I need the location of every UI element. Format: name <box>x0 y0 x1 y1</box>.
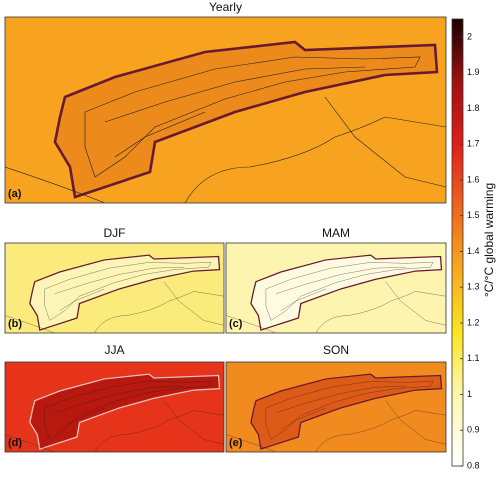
colorbar-tick-label: 1.4 <box>467 246 480 256</box>
panel-label: (e) <box>229 437 243 449</box>
colorbar-tick-label: 0.8 <box>467 460 480 470</box>
map-panel <box>5 243 224 333</box>
colorbar-tick-label: 2 <box>467 31 472 41</box>
map-panel <box>226 362 446 452</box>
map-panel <box>5 362 224 452</box>
colorbar-tick-label: 1.5 <box>467 210 480 220</box>
colorbar-tick-label: 1.9 <box>467 67 480 77</box>
colorbar-tick-label: 1.7 <box>467 139 480 149</box>
panel-title: DJF <box>104 226 126 240</box>
colorbar-tick-label: 1.3 <box>467 282 480 292</box>
panel-title: SON <box>323 343 349 357</box>
panel-title: Yearly <box>209 0 242 14</box>
panel-frame <box>225 361 447 453</box>
panel-frame <box>4 16 447 204</box>
panel-label: (d) <box>8 437 22 449</box>
panel-title: MAM <box>322 226 350 240</box>
colorbar-tick-label: 1.2 <box>467 317 480 327</box>
panel-frame <box>4 361 225 453</box>
panel-label: (c) <box>229 318 243 330</box>
colorbar-tick-label: 1.8 <box>467 103 480 113</box>
colorbar-tick-label: 0.9 <box>467 425 480 435</box>
colorbar-tick-label: 1.1 <box>467 353 480 363</box>
colorbar <box>451 18 464 467</box>
colorbar-tick-label: 1.6 <box>467 174 480 184</box>
colorbar-tick-label: 1 <box>467 389 472 399</box>
colorbar-label: °C/°C global warming <box>482 183 496 297</box>
panel-frame <box>4 242 225 334</box>
panel-frame <box>225 242 447 334</box>
panel-label: (b) <box>8 318 22 330</box>
panel-title: JJA <box>104 343 124 357</box>
map-panel <box>5 17 446 203</box>
panel-label: (a) <box>8 188 22 200</box>
map-panel <box>226 243 446 333</box>
